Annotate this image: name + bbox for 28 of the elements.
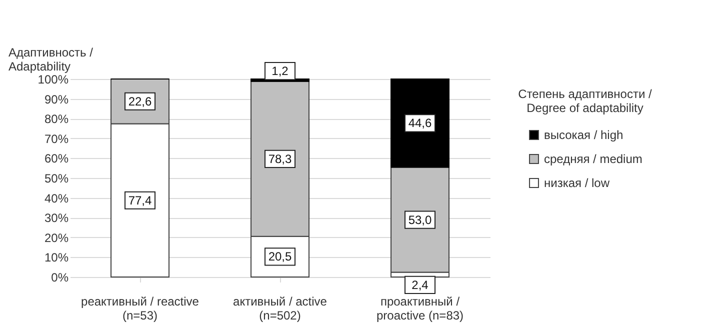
- y-tick-label: 50%: [44, 172, 69, 186]
- data-label: 2,4: [412, 278, 429, 292]
- data-label: 78,3: [268, 152, 292, 166]
- x-tick-label: активный / active (n=502): [233, 294, 328, 322]
- legend-title: Степень адаптивности / Degree of adaptability: [518, 87, 652, 115]
- y-tick-label: 0%: [51, 270, 69, 284]
- y-tick-label: 80%: [44, 112, 69, 126]
- y-tick-label: 30%: [44, 211, 69, 226]
- data-label: 22,6: [128, 94, 152, 108]
- y-tick-label: 10%: [44, 250, 69, 265]
- y-tick-label: 90%: [44, 92, 69, 106]
- y-axis-title: Адаптивность / Adaptability: [8, 46, 94, 74]
- y-tick-label: 40%: [44, 191, 69, 206]
- y-tick-label: 70%: [44, 132, 69, 146]
- y-tick-label: 100%: [38, 72, 69, 86]
- y-tick-label: 60%: [44, 152, 69, 166]
- data-label: 1,2: [272, 64, 289, 78]
- legend-label: высокая / high: [544, 128, 624, 142]
- legend-label: средняя / medium: [544, 152, 642, 166]
- x-tick-label: реактивный / reactive (n=53): [81, 294, 200, 322]
- y-tick-label: 20%: [44, 230, 69, 245]
- legend-label: низкая / low: [544, 176, 610, 190]
- data-label: 53,0: [408, 212, 432, 227]
- x-tick-label: проактивный / proactive (n=83): [376, 294, 464, 322]
- data-label: 77,4: [128, 193, 152, 208]
- data-label: 44,6: [408, 116, 432, 130]
- bar: [390, 78, 450, 168]
- data-label: 20,5: [268, 250, 292, 264]
